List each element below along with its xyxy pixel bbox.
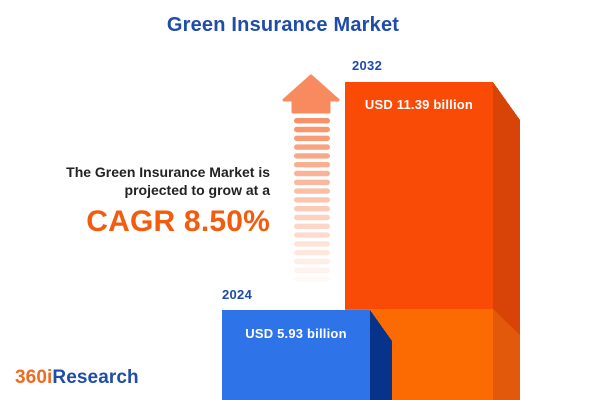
brand-logo-part1: 360i bbox=[15, 367, 53, 388]
description-block: The Green Insurance Market is projected … bbox=[0, 163, 270, 239]
bar-2032-front-upper bbox=[345, 82, 493, 309]
brand-logo: 360iResearch bbox=[15, 367, 139, 389]
description-line-2: projected to grow at a bbox=[124, 182, 270, 199]
bar-2032-side-upper bbox=[493, 82, 520, 335]
brand-logo-part2: Research bbox=[52, 367, 139, 388]
cagr-value: CAGR 8.50% bbox=[86, 204, 270, 238]
page-title: Green Insurance Market bbox=[166, 14, 400, 36]
arrow-stripes bbox=[294, 118, 330, 282]
bar-2032-side-lower bbox=[493, 309, 520, 400]
bar-2024-front bbox=[222, 310, 370, 400]
growth-arrow-icon bbox=[282, 74, 340, 282]
bar-2024 bbox=[222, 310, 392, 400]
bar-year-label-2024: 2024 bbox=[222, 287, 253, 302]
bar-value-2032: USD 11.39 billion bbox=[364, 97, 474, 112]
arrow-head bbox=[282, 74, 340, 114]
bar-2024-side bbox=[370, 310, 392, 400]
bar-2032 bbox=[345, 82, 520, 400]
bar-year-label-2032: 2032 bbox=[352, 58, 383, 73]
description-line-1: The Green Insurance Market is bbox=[66, 164, 270, 180]
bar-value-2024: USD 5.93 billion bbox=[245, 326, 347, 341]
